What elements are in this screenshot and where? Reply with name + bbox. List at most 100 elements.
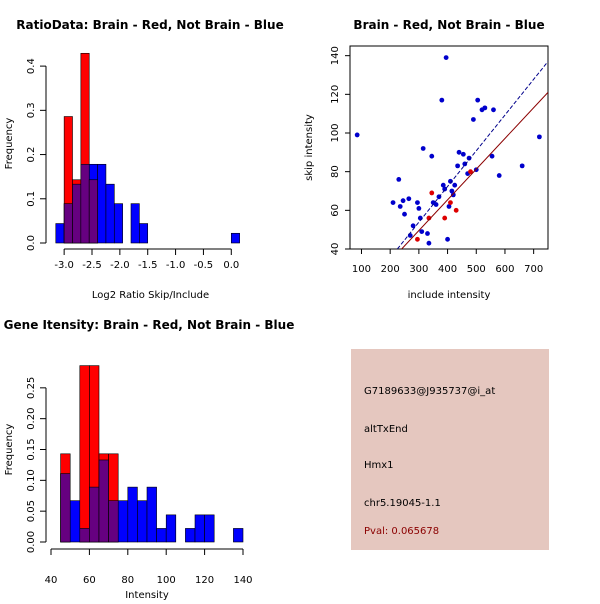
- gene-intensity-histogram: 40 60 80 100 120 140 0.00 0.05 0.10 0.15 0.20 0.25 G…: [4, 318, 295, 601]
- ratio-x-tick-label: -1.5: [138, 260, 158, 271]
- ratio-overlap-bar: [88, 179, 98, 244]
- scatter-not-brain-point: [400, 198, 406, 204]
- gene-overlap-bar: [89, 486, 100, 543]
- scatter-not-brain-fit-line: [396, 61, 548, 249]
- scatter-not-brain-point: [446, 204, 452, 209]
- scatter-not-brain-point: [496, 173, 502, 178]
- scatter-y-label: skip intensity: [304, 114, 315, 181]
- scatter-not-brain-point: [466, 155, 472, 161]
- scatter-not-brain-point: [440, 182, 446, 188]
- scatter-fit-lines: [396, 61, 548, 249]
- scatter-title: Brain - Red, Not Brain - Blue: [353, 18, 544, 32]
- gene-y-tick-label: 0.10: [26, 469, 37, 491]
- gene-overlap-bar: [108, 500, 119, 543]
- scatter-not-brain-point: [433, 202, 439, 207]
- gene-x-tick-label: 60: [83, 575, 96, 586]
- scatter-x-tick-label: 100: [352, 264, 371, 275]
- gene-title: Gene Itensity: Brain - Red, Not Brain - …: [4, 318, 295, 332]
- gene-blue-bar: [194, 514, 205, 543]
- scatter-not-brain-point: [439, 97, 445, 103]
- ratio-x-tick-label: -3.0: [54, 260, 74, 271]
- gene-blue-bar: [127, 486, 138, 543]
- scatter-not-brain-point: [456, 149, 462, 155]
- scatter-not-brain-point: [489, 153, 495, 159]
- scatter-x-tick-label: 400: [438, 264, 457, 275]
- ratio-blue-bar: [55, 223, 65, 244]
- intensity-scatterplot: 100 200 300 400 500 600 700 40 60 80 100 120 140 Brai…: [304, 18, 549, 301]
- gene-blue-bar: [137, 500, 148, 543]
- scatter-not-brain-point: [445, 236, 450, 242]
- scatter-not-brain-point: [397, 204, 403, 209]
- genomic-location: chr5.19045-1.1: [364, 498, 441, 509]
- scatter-not-brain-point: [410, 223, 416, 229]
- scatter-not-brain-point: [407, 233, 413, 238]
- gene-overlap-bar: [98, 459, 109, 543]
- gene-overlap-bar: [60, 473, 71, 543]
- gene-blue-bar: [156, 528, 167, 543]
- scatter-y-tick-label: 120: [330, 85, 341, 104]
- ratio-title: RatioData: Brain - Red, Not Brain - Blue: [16, 18, 283, 32]
- scatter-y-tick-label: 140: [330, 46, 341, 65]
- gene-y-tick-label: 0.20: [26, 408, 37, 430]
- scatter-not-brain-point: [449, 188, 455, 194]
- scatter-not-brain-point: [396, 177, 402, 182]
- scatter-not-brain-point: [475, 97, 481, 103]
- ratio-y-tick-label: 0.1: [26, 191, 37, 207]
- ratio-x-tick-label: -2.5: [82, 260, 102, 271]
- scatter-y-tick-label: 40: [330, 243, 341, 256]
- scatter-brain-point: [429, 190, 435, 196]
- gene-blue-bar: [165, 514, 177, 543]
- scatter-not-brain-point: [354, 132, 360, 138]
- scatter-not-brain-point: [443, 55, 449, 60]
- scatter-not-brain-point: [450, 192, 456, 198]
- ratio-x-tick-label: -0.5: [194, 260, 214, 271]
- scatter-not-brain-point: [470, 117, 476, 122]
- gene-name: Hmx1: [364, 460, 394, 471]
- gene-red-bar: [79, 365, 90, 543]
- scatter-x-tick-label: 300: [409, 264, 428, 275]
- scatter-y-tick-label: 60: [330, 204, 341, 217]
- probe-id: G7189633@J935737@i_at: [364, 386, 496, 397]
- scatter-not-brain-point: [455, 163, 461, 169]
- scatter-not-brain-point: [419, 229, 425, 235]
- scatter-brain-point: [453, 207, 459, 213]
- scatter-not-brain-point: [448, 178, 453, 184]
- gene-overlap-bar: [79, 528, 90, 543]
- scatter-brain-fit-line: [401, 92, 548, 249]
- gene-x-tick-label: 120: [195, 575, 214, 586]
- p-value: Pval: 0.065678: [364, 526, 440, 537]
- scatter-not-brain-point: [491, 107, 496, 113]
- gene-x-tick-label: 140: [233, 575, 252, 586]
- gene-y-tick-label: 0.00: [26, 531, 37, 553]
- scatter-not-brain-point: [420, 146, 426, 151]
- ratio-overlap-bar: [63, 203, 73, 244]
- gene-x-label: Intensity: [125, 590, 169, 600]
- scatter-x-tick-label: 700: [524, 264, 543, 275]
- scatter-not-brain-point: [460, 151, 466, 157]
- gene-blue-bar: [117, 500, 129, 543]
- gene-x-tick-label: 40: [45, 575, 58, 586]
- ratio-blue-bar: [139, 223, 149, 244]
- scatter-not-brain-point: [415, 200, 420, 206]
- gene-x-tick-label: 80: [121, 575, 134, 586]
- scatter-x-tick-label: 600: [495, 264, 514, 275]
- ratio-y-tick-label: 0.3: [26, 102, 37, 118]
- scatter-not-brain-point: [426, 240, 432, 246]
- scatter-not-brain-point: [429, 153, 435, 159]
- ratio-y-tick-label: 0.2: [26, 147, 37, 163]
- scatter-not-brain-point: [452, 182, 458, 188]
- scatter-x-tick-label: 200: [381, 264, 400, 275]
- gene-y-label: Frequency: [4, 424, 15, 476]
- ratio-blue-bar: [97, 163, 107, 244]
- scatter-not-brain-point: [425, 231, 430, 236]
- scatter-not-brain-point: [416, 206, 422, 211]
- gene-blue-bar: [233, 528, 244, 543]
- scatter-not-brain-point: [402, 211, 407, 217]
- ratio-y-tick-label: 0.4: [26, 58, 37, 74]
- ratio-x-tick-label: -1.0: [166, 260, 186, 271]
- scatter-brain-point: [468, 169, 473, 175]
- gene-y-tick-label: 0.25: [26, 377, 37, 399]
- ratio-blue-bar: [230, 232, 240, 244]
- gene-blue-bar: [185, 528, 196, 543]
- ratio-x-label: Log2 Ratio Skip/Include: [92, 290, 209, 301]
